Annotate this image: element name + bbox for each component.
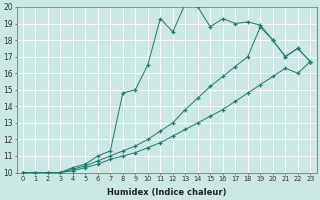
X-axis label: Humidex (Indice chaleur): Humidex (Indice chaleur) (107, 188, 226, 197)
